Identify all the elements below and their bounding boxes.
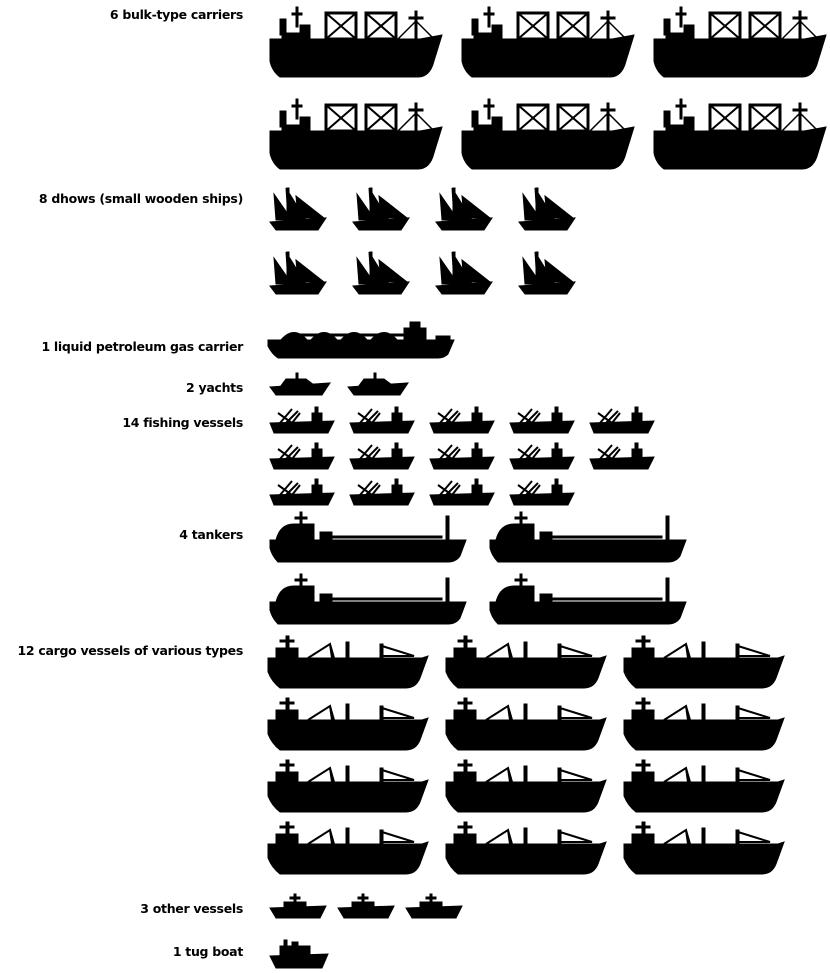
fishing-vessel-icon [509,406,575,434]
fishing-vessel-icon [429,442,495,470]
fishing-vessel-icon [349,478,415,506]
fishing-vessel-icon [349,442,415,470]
fishing-vessel-icon [509,442,575,470]
bulk-carrier-icon [653,6,827,78]
fishing-vessel-icon [429,478,495,506]
category-label: 3 other vessels [140,901,243,916]
other-vessel-icon [405,893,463,919]
category-label: 1 liquid petroleum gas carrier [41,339,244,354]
dhow-icon [269,187,327,231]
fishing-vessel-icon [589,442,655,470]
cargo-vessel-icon [267,635,429,689]
fishing-vessel-icon [509,478,575,506]
cargo-vessel-icon [623,821,785,875]
fishing-vessel-icon [269,406,335,434]
cargo-vessel-icon [267,821,429,875]
tanker-icon [489,573,687,625]
tanker-icon [269,573,467,625]
fishing-vessel-icon [269,478,335,506]
bulk-carrier-icon [461,6,635,78]
dhow-icon [352,187,410,231]
cargo-vessel-icon [267,697,429,751]
dhow-icon [269,251,327,295]
other-vessel-icon [269,893,327,919]
fishing-vessel-icon [349,406,415,434]
cargo-vessel-icon [623,759,785,813]
dhow-icon [435,251,493,295]
cargo-vessel-icon [623,635,785,689]
bulk-carrier-icon [269,98,443,170]
cargo-vessel-icon [445,759,607,813]
bulk-carrier-icon [461,98,635,170]
fishing-vessel-icon [589,406,655,434]
yacht-icon [269,372,331,396]
tanker-icon [489,511,687,563]
cargo-vessel-icon [445,697,607,751]
category-label: 12 cargo vessels of various types [18,643,243,658]
tanker-icon [269,511,467,563]
bulk-carrier-icon [653,98,827,170]
cargo-vessel-icon [445,635,607,689]
cargo-vessel-icon [267,759,429,813]
category-label: 14 fishing vessels [122,415,243,430]
tug-boat-icon [269,939,329,969]
fishing-vessel-icon [269,442,335,470]
category-label: 2 yachts [186,380,243,395]
cargo-vessel-icon [623,697,785,751]
cargo-vessel-icon [445,821,607,875]
dhow-icon [518,187,576,231]
category-label: 8 dhows (small wooden ships) [39,191,243,206]
yacht-icon [347,372,409,396]
other-vessel-icon [337,893,395,919]
bulk-carrier-icon [269,6,443,78]
category-label: 6 bulk-type carriers [110,7,243,22]
category-label: 1 tug boat [173,944,243,959]
dhow-icon [435,187,493,231]
lpg-carrier-icon [267,321,455,359]
dhow-icon [352,251,410,295]
fishing-vessel-icon [429,406,495,434]
category-label: 4 tankers [179,527,243,542]
dhow-icon [518,251,576,295]
